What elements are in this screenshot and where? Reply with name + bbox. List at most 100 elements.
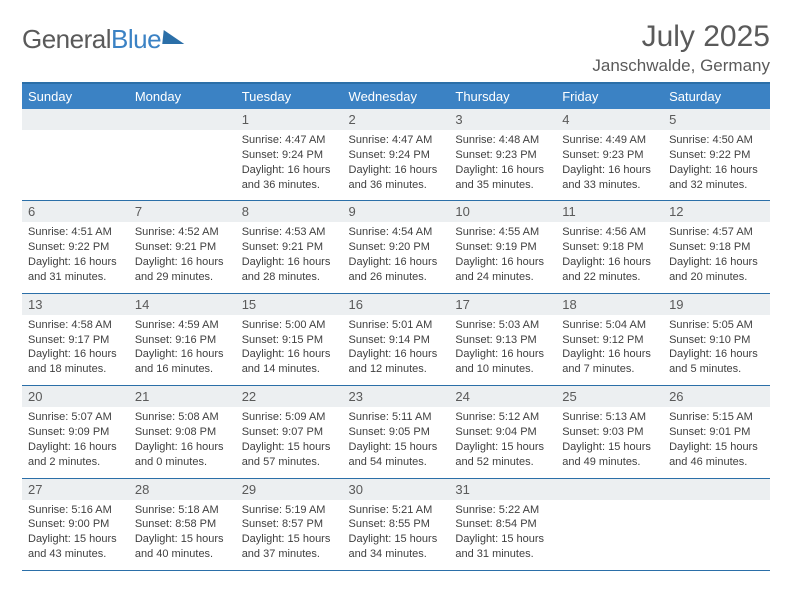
day-details: Sunrise: 5:09 AMSunset: 9:07 PMDaylight:… bbox=[236, 407, 343, 477]
day-details: Sunrise: 4:52 AMSunset: 9:21 PMDaylight:… bbox=[129, 222, 236, 292]
calendar-cell bbox=[129, 109, 236, 201]
day-details: Sunrise: 4:47 AMSunset: 9:24 PMDaylight:… bbox=[343, 130, 450, 200]
day-header: Saturday bbox=[663, 84, 770, 109]
calendar-week: 1Sunrise: 4:47 AMSunset: 9:24 PMDaylight… bbox=[22, 109, 770, 201]
logo: GeneralBlue bbox=[22, 24, 185, 55]
calendar-week: 6Sunrise: 4:51 AMSunset: 9:22 PMDaylight… bbox=[22, 201, 770, 293]
day-number: 13 bbox=[22, 294, 129, 315]
day-number: 27 bbox=[22, 479, 129, 500]
day-details: Sunrise: 5:12 AMSunset: 9:04 PMDaylight:… bbox=[449, 407, 556, 477]
day-number: 4 bbox=[556, 109, 663, 130]
calendar-table: SundayMondayTuesdayWednesdayThursdayFrid… bbox=[22, 84, 770, 570]
calendar-cell: 6Sunrise: 4:51 AMSunset: 9:22 PMDaylight… bbox=[22, 201, 129, 293]
day-details: Sunrise: 4:59 AMSunset: 9:16 PMDaylight:… bbox=[129, 315, 236, 385]
calendar-cell: 15Sunrise: 5:00 AMSunset: 9:15 PMDayligh… bbox=[236, 293, 343, 385]
logo-text-2: Blue bbox=[111, 24, 161, 55]
day-details: Sunrise: 5:18 AMSunset: 8:58 PMDaylight:… bbox=[129, 500, 236, 570]
day-number: 12 bbox=[663, 201, 770, 222]
day-header: Thursday bbox=[449, 84, 556, 109]
day-details: Sunrise: 5:08 AMSunset: 9:08 PMDaylight:… bbox=[129, 407, 236, 477]
empty-daynum bbox=[663, 479, 770, 500]
calendar-cell: 29Sunrise: 5:19 AMSunset: 8:57 PMDayligh… bbox=[236, 478, 343, 570]
day-details: Sunrise: 4:49 AMSunset: 9:23 PMDaylight:… bbox=[556, 130, 663, 200]
empty-daycell bbox=[22, 130, 129, 192]
calendar-week: 27Sunrise: 5:16 AMSunset: 9:00 PMDayligh… bbox=[22, 478, 770, 570]
day-number: 17 bbox=[449, 294, 556, 315]
calendar-cell: 20Sunrise: 5:07 AMSunset: 9:09 PMDayligh… bbox=[22, 386, 129, 478]
calendar-cell: 11Sunrise: 4:56 AMSunset: 9:18 PMDayligh… bbox=[556, 201, 663, 293]
calendar-cell: 31Sunrise: 5:22 AMSunset: 8:54 PMDayligh… bbox=[449, 478, 556, 570]
calendar-cell bbox=[663, 478, 770, 570]
day-details: Sunrise: 5:01 AMSunset: 9:14 PMDaylight:… bbox=[343, 315, 450, 385]
day-header: Sunday bbox=[22, 84, 129, 109]
day-number: 1 bbox=[236, 109, 343, 130]
day-number: 2 bbox=[343, 109, 450, 130]
day-number: 15 bbox=[236, 294, 343, 315]
calendar-cell: 22Sunrise: 5:09 AMSunset: 9:07 PMDayligh… bbox=[236, 386, 343, 478]
day-details: Sunrise: 4:47 AMSunset: 9:24 PMDaylight:… bbox=[236, 130, 343, 200]
day-details: Sunrise: 5:13 AMSunset: 9:03 PMDaylight:… bbox=[556, 407, 663, 477]
calendar-cell: 23Sunrise: 5:11 AMSunset: 9:05 PMDayligh… bbox=[343, 386, 450, 478]
calendar-cell: 2Sunrise: 4:47 AMSunset: 9:24 PMDaylight… bbox=[343, 109, 450, 201]
empty-daynum bbox=[556, 479, 663, 500]
day-details: Sunrise: 5:11 AMSunset: 9:05 PMDaylight:… bbox=[343, 407, 450, 477]
day-details: Sunrise: 5:07 AMSunset: 9:09 PMDaylight:… bbox=[22, 407, 129, 477]
calendar-cell: 17Sunrise: 5:03 AMSunset: 9:13 PMDayligh… bbox=[449, 293, 556, 385]
day-details: Sunrise: 5:03 AMSunset: 9:13 PMDaylight:… bbox=[449, 315, 556, 385]
day-header-row: SundayMondayTuesdayWednesdayThursdayFrid… bbox=[22, 84, 770, 109]
day-details: Sunrise: 4:55 AMSunset: 9:19 PMDaylight:… bbox=[449, 222, 556, 292]
calendar-cell: 14Sunrise: 4:59 AMSunset: 9:16 PMDayligh… bbox=[129, 293, 236, 385]
day-number: 8 bbox=[236, 201, 343, 222]
day-header: Wednesday bbox=[343, 84, 450, 109]
day-details: Sunrise: 4:56 AMSunset: 9:18 PMDaylight:… bbox=[556, 222, 663, 292]
day-number: 5 bbox=[663, 109, 770, 130]
calendar-cell: 8Sunrise: 4:53 AMSunset: 9:21 PMDaylight… bbox=[236, 201, 343, 293]
day-number: 30 bbox=[343, 479, 450, 500]
calendar-cell: 13Sunrise: 4:58 AMSunset: 9:17 PMDayligh… bbox=[22, 293, 129, 385]
calendar-cell: 3Sunrise: 4:48 AMSunset: 9:23 PMDaylight… bbox=[449, 109, 556, 201]
day-number: 22 bbox=[236, 386, 343, 407]
day-header: Monday bbox=[129, 84, 236, 109]
calendar-cell: 30Sunrise: 5:21 AMSunset: 8:55 PMDayligh… bbox=[343, 478, 450, 570]
calendar-cell: 9Sunrise: 4:54 AMSunset: 9:20 PMDaylight… bbox=[343, 201, 450, 293]
calendar-container: SundayMondayTuesdayWednesdayThursdayFrid… bbox=[22, 84, 770, 571]
day-details: Sunrise: 4:54 AMSunset: 9:20 PMDaylight:… bbox=[343, 222, 450, 292]
day-header: Friday bbox=[556, 84, 663, 109]
day-details: Sunrise: 4:51 AMSunset: 9:22 PMDaylight:… bbox=[22, 222, 129, 292]
header: GeneralBlue July 2025 Janschwalde, Germa… bbox=[22, 20, 770, 76]
calendar-cell: 28Sunrise: 5:18 AMSunset: 8:58 PMDayligh… bbox=[129, 478, 236, 570]
empty-daynum bbox=[22, 109, 129, 130]
day-details: Sunrise: 5:16 AMSunset: 9:00 PMDaylight:… bbox=[22, 500, 129, 570]
day-details: Sunrise: 5:19 AMSunset: 8:57 PMDaylight:… bbox=[236, 500, 343, 570]
logo-triangle-icon bbox=[162, 30, 185, 44]
calendar-cell bbox=[22, 109, 129, 201]
day-details: Sunrise: 5:00 AMSunset: 9:15 PMDaylight:… bbox=[236, 315, 343, 385]
day-header: Tuesday bbox=[236, 84, 343, 109]
day-number: 29 bbox=[236, 479, 343, 500]
calendar-cell: 25Sunrise: 5:13 AMSunset: 9:03 PMDayligh… bbox=[556, 386, 663, 478]
day-number: 14 bbox=[129, 294, 236, 315]
calendar-cell: 7Sunrise: 4:52 AMSunset: 9:21 PMDaylight… bbox=[129, 201, 236, 293]
day-details: Sunrise: 4:58 AMSunset: 9:17 PMDaylight:… bbox=[22, 315, 129, 385]
calendar-cell: 12Sunrise: 4:57 AMSunset: 9:18 PMDayligh… bbox=[663, 201, 770, 293]
day-number: 16 bbox=[343, 294, 450, 315]
day-number: 26 bbox=[663, 386, 770, 407]
title-block: July 2025 Janschwalde, Germany bbox=[592, 20, 770, 76]
calendar-week: 13Sunrise: 4:58 AMSunset: 9:17 PMDayligh… bbox=[22, 293, 770, 385]
calendar-cell: 21Sunrise: 5:08 AMSunset: 9:08 PMDayligh… bbox=[129, 386, 236, 478]
day-number: 24 bbox=[449, 386, 556, 407]
calendar-cell: 4Sunrise: 4:49 AMSunset: 9:23 PMDaylight… bbox=[556, 109, 663, 201]
calendar-cell: 26Sunrise: 5:15 AMSunset: 9:01 PMDayligh… bbox=[663, 386, 770, 478]
day-details: Sunrise: 4:57 AMSunset: 9:18 PMDaylight:… bbox=[663, 222, 770, 292]
day-details: Sunrise: 4:50 AMSunset: 9:22 PMDaylight:… bbox=[663, 130, 770, 200]
day-details: Sunrise: 5:05 AMSunset: 9:10 PMDaylight:… bbox=[663, 315, 770, 385]
logo-text-1: General bbox=[22, 24, 111, 55]
calendar-cell: 1Sunrise: 4:47 AMSunset: 9:24 PMDaylight… bbox=[236, 109, 343, 201]
day-number: 11 bbox=[556, 201, 663, 222]
empty-daycell bbox=[663, 500, 770, 562]
calendar-cell: 24Sunrise: 5:12 AMSunset: 9:04 PMDayligh… bbox=[449, 386, 556, 478]
day-details: Sunrise: 5:15 AMSunset: 9:01 PMDaylight:… bbox=[663, 407, 770, 477]
month-title: July 2025 bbox=[592, 20, 770, 54]
day-number: 3 bbox=[449, 109, 556, 130]
day-number: 31 bbox=[449, 479, 556, 500]
